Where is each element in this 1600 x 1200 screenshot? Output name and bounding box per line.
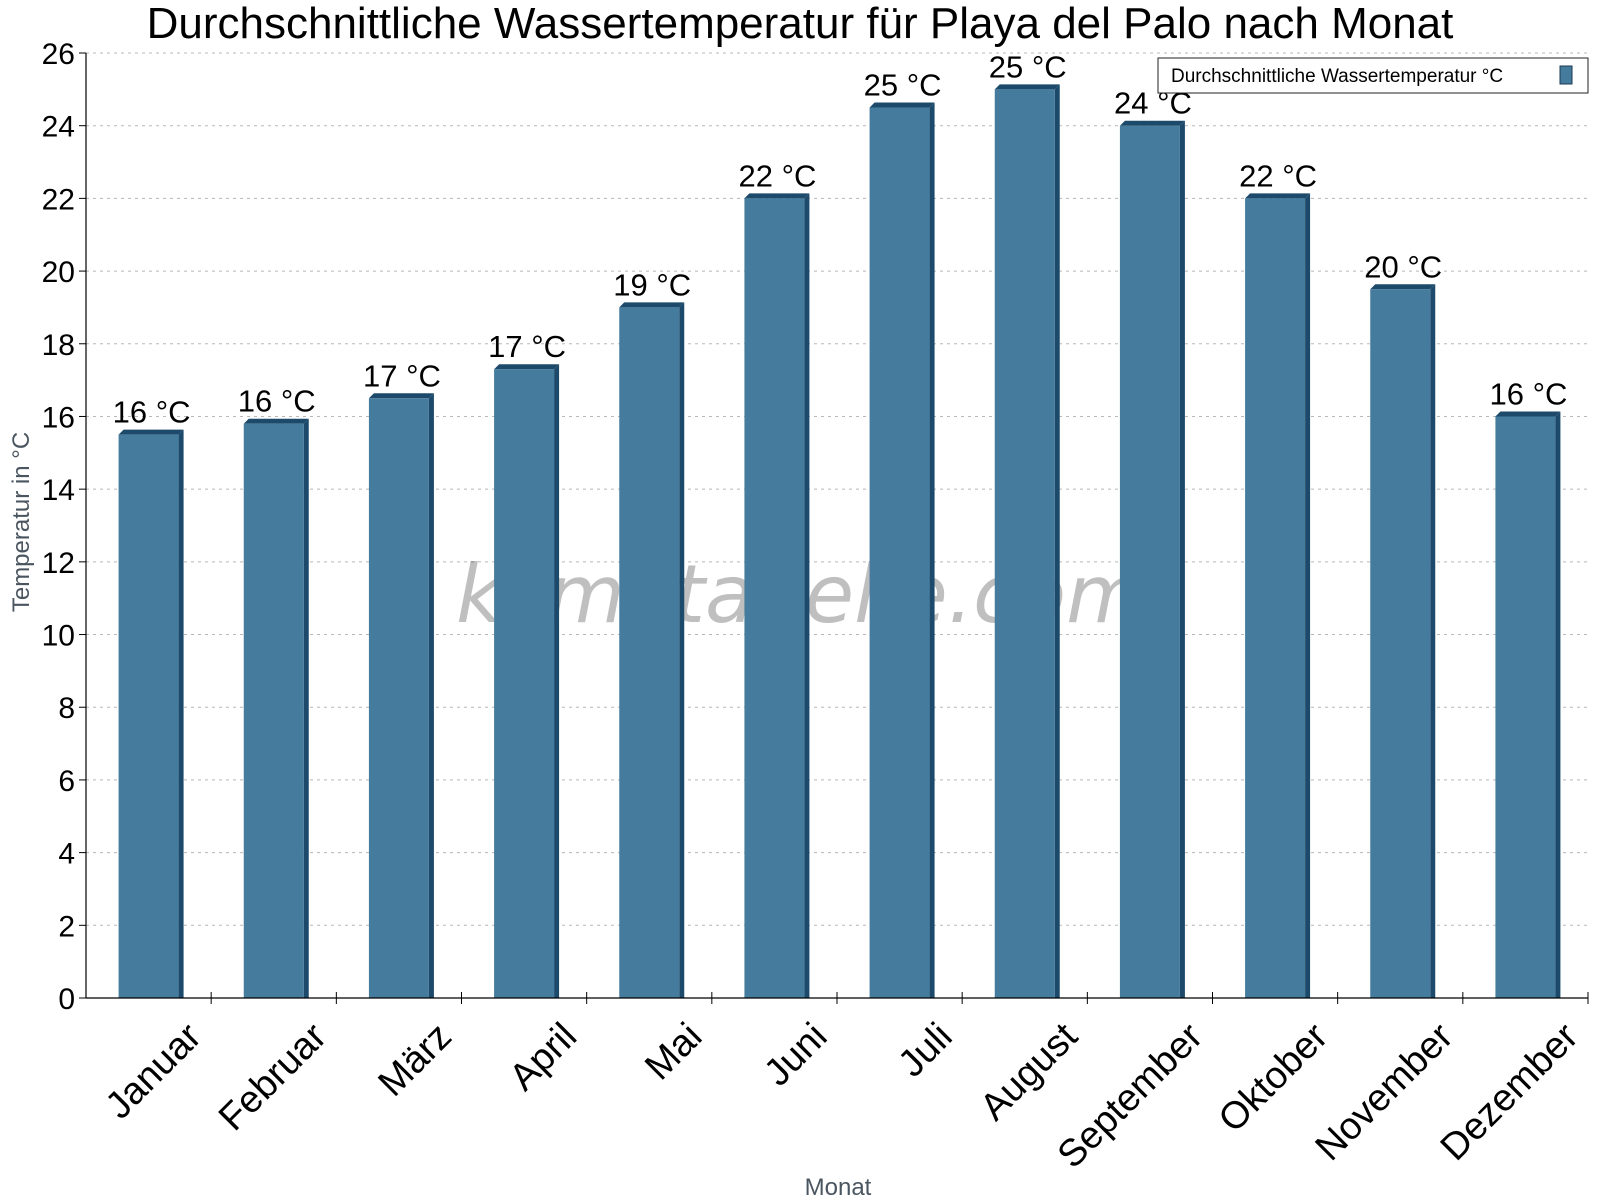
bar — [1370, 289, 1431, 998]
bar-group: 16 °C — [238, 384, 316, 998]
data-label: 16 °C — [113, 395, 191, 430]
data-label: 16 °C — [238, 384, 316, 419]
bar-top — [1119, 120, 1185, 126]
y-tick-label: 18 — [42, 329, 75, 362]
y-tick-label: 20 — [42, 256, 75, 289]
bar — [1119, 125, 1180, 998]
bar-top — [994, 84, 1060, 90]
bar-top — [869, 102, 935, 108]
bar-top — [1245, 193, 1311, 199]
bar-top — [619, 302, 685, 308]
data-label: 17 °C — [363, 358, 441, 393]
y-tick-label: 4 — [58, 838, 75, 871]
y-tick-label: 8 — [58, 692, 75, 725]
bar-top — [243, 418, 309, 424]
y-tick-label: 10 — [42, 620, 75, 653]
data-label: 17 °C — [488, 329, 566, 364]
bar-group: 24 °C — [1114, 86, 1192, 998]
data-label: 16 °C — [1489, 376, 1567, 411]
y-tick-label: 22 — [42, 183, 75, 216]
bars: 16 °C 16 °C 17 °C 17 °C 19 °C 22 °C 25 °C 25 °C… — [113, 49, 1567, 999]
bar-side — [303, 418, 309, 998]
bar-side — [178, 429, 184, 998]
data-label: 20 °C — [1364, 249, 1442, 284]
bar-group: 16 °C — [113, 395, 191, 998]
bar-group: 17 °C — [488, 329, 566, 998]
bar — [619, 307, 680, 998]
y-axis-label: Temperatur in °C — [8, 432, 35, 612]
bar-group: 25 °C — [864, 68, 942, 999]
data-label: 22 °C — [738, 158, 816, 193]
bar-top — [1495, 411, 1561, 417]
grid-lines — [86, 52, 1588, 926]
data-label: 22 °C — [1239, 158, 1317, 193]
y-tick-label: 0 — [58, 983, 75, 1016]
bar-group: 16 °C — [1489, 376, 1567, 998]
legend-box — [1157, 57, 1589, 94]
data-label: 19 °C — [613, 267, 691, 302]
legend: Durchschnittliche Wassertemperatur °C — [1157, 57, 1589, 94]
bar — [494, 369, 555, 998]
bar-side — [1555, 411, 1561, 998]
bar — [368, 398, 429, 998]
bar-side — [1054, 84, 1060, 999]
x-axis-label: Monat — [805, 1174, 872, 1200]
bar-group: 22 °C — [738, 158, 816, 998]
bar-top — [1370, 284, 1436, 290]
legend-label: Durchschnittliche Wassertemperatur °C — [1171, 66, 1503, 87]
legend-swatch — [1559, 65, 1573, 85]
bar — [118, 434, 179, 998]
bar — [1495, 416, 1556, 998]
bar — [869, 107, 930, 999]
bar-side — [1179, 120, 1185, 998]
bar-group: 20 °C — [1364, 249, 1442, 998]
bar-side — [554, 364, 560, 998]
y-tick-label: 12 — [42, 547, 75, 580]
bar-group: 22 °C — [1239, 158, 1317, 998]
bar-side — [804, 193, 810, 998]
chart-title: Durchschnittliche Wassertemperatur für P… — [147, 0, 1454, 48]
y-tick-label: 6 — [58, 765, 75, 798]
bar-top — [118, 429, 184, 435]
y-tick-label: 16 — [42, 401, 75, 434]
data-label: 25 °C — [989, 49, 1067, 84]
bar-group: 17 °C — [363, 358, 441, 998]
bar-group: 19 °C — [613, 267, 691, 998]
y-tick-label: 26 — [42, 38, 75, 71]
bar-side — [1305, 193, 1311, 998]
bar-side — [428, 393, 434, 998]
bar-top — [744, 193, 810, 199]
y-tick-label: 14 — [42, 474, 75, 507]
y-tick-label: 2 — [58, 910, 75, 943]
y-tick-label: 24 — [42, 111, 75, 144]
bar-top — [368, 393, 434, 399]
bar — [744, 198, 805, 998]
bar-side — [679, 302, 685, 998]
data-label: 25 °C — [864, 68, 942, 103]
bar-side — [929, 102, 935, 999]
bar-group: 25 °C — [989, 49, 1067, 999]
bar-top — [494, 364, 560, 370]
bar — [243, 423, 304, 998]
bar — [1245, 198, 1306, 998]
bar — [994, 89, 1055, 999]
bar-side — [1430, 284, 1436, 998]
